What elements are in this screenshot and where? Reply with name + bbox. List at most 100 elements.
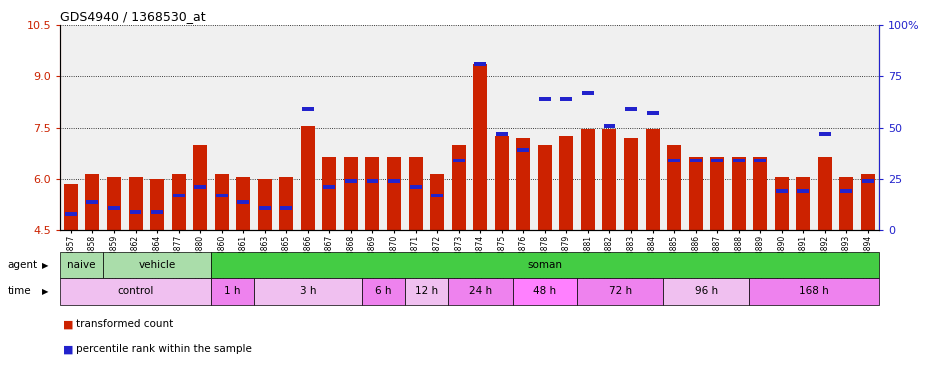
Bar bbox=[216, 194, 228, 197]
Bar bbox=[581, 129, 595, 230]
Text: soman: soman bbox=[527, 260, 562, 270]
Bar bbox=[388, 179, 400, 183]
Bar bbox=[818, 157, 832, 230]
Text: 48 h: 48 h bbox=[534, 286, 557, 296]
Bar bbox=[577, 278, 663, 305]
Bar bbox=[753, 157, 767, 230]
Bar bbox=[839, 177, 854, 230]
Bar bbox=[85, 174, 100, 230]
Bar bbox=[323, 157, 337, 230]
Bar bbox=[151, 210, 163, 214]
Bar bbox=[582, 91, 594, 94]
Bar bbox=[215, 174, 228, 230]
Bar bbox=[496, 132, 508, 136]
Bar bbox=[474, 65, 487, 230]
Bar bbox=[409, 157, 423, 230]
Bar bbox=[211, 278, 254, 305]
Bar bbox=[667, 145, 681, 230]
Bar bbox=[732, 157, 746, 230]
Bar bbox=[150, 179, 164, 230]
Bar bbox=[862, 179, 874, 183]
Bar bbox=[775, 177, 789, 230]
Bar bbox=[475, 62, 487, 66]
Bar bbox=[431, 194, 443, 197]
Bar bbox=[387, 157, 401, 230]
Bar bbox=[663, 278, 749, 305]
Bar bbox=[710, 157, 724, 230]
Bar bbox=[819, 132, 831, 136]
Text: ■: ■ bbox=[63, 319, 73, 329]
Text: vehicle: vehicle bbox=[139, 260, 176, 270]
Bar bbox=[362, 278, 405, 305]
Bar bbox=[130, 210, 142, 214]
Bar bbox=[495, 136, 509, 230]
Bar bbox=[87, 200, 98, 204]
Bar bbox=[366, 179, 378, 183]
Bar bbox=[646, 129, 660, 230]
Bar bbox=[624, 138, 638, 230]
Bar bbox=[841, 189, 852, 193]
Bar bbox=[254, 278, 362, 305]
Bar bbox=[301, 126, 314, 230]
Bar bbox=[129, 177, 142, 230]
Bar bbox=[754, 159, 766, 162]
Text: 1 h: 1 h bbox=[224, 286, 240, 296]
Bar bbox=[238, 200, 249, 204]
Bar bbox=[60, 252, 104, 278]
Text: GDS4940 / 1368530_at: GDS4940 / 1368530_at bbox=[60, 10, 205, 23]
Bar bbox=[602, 129, 616, 230]
Bar bbox=[430, 174, 444, 230]
Bar bbox=[861, 174, 875, 230]
Bar bbox=[236, 177, 251, 230]
Bar bbox=[539, 97, 550, 101]
Bar bbox=[259, 206, 271, 210]
Bar bbox=[173, 194, 185, 197]
Bar bbox=[625, 107, 637, 111]
Bar bbox=[560, 136, 574, 230]
Bar bbox=[797, 189, 809, 193]
Text: 3 h: 3 h bbox=[300, 286, 316, 296]
Bar bbox=[302, 107, 314, 111]
Text: 168 h: 168 h bbox=[799, 286, 829, 296]
Text: 12 h: 12 h bbox=[414, 286, 438, 296]
Bar bbox=[107, 177, 121, 230]
Bar bbox=[512, 278, 577, 305]
Bar bbox=[561, 97, 573, 101]
Bar bbox=[410, 185, 422, 189]
Bar bbox=[65, 212, 77, 216]
Bar bbox=[603, 124, 615, 127]
Text: 6 h: 6 h bbox=[375, 286, 391, 296]
Bar bbox=[64, 184, 78, 230]
Text: ■: ■ bbox=[63, 344, 73, 354]
Text: 24 h: 24 h bbox=[469, 286, 492, 296]
Text: ▶: ▶ bbox=[42, 261, 48, 270]
Text: 96 h: 96 h bbox=[695, 286, 718, 296]
Bar bbox=[60, 278, 211, 305]
Bar bbox=[796, 177, 810, 230]
Bar bbox=[452, 159, 464, 162]
Bar bbox=[324, 185, 336, 189]
Bar bbox=[365, 157, 379, 230]
Bar bbox=[537, 145, 552, 230]
Text: ▶: ▶ bbox=[42, 287, 48, 296]
Bar bbox=[516, 138, 530, 230]
Bar bbox=[733, 159, 745, 162]
Bar bbox=[776, 189, 788, 193]
Bar bbox=[448, 278, 512, 305]
Bar bbox=[279, 177, 293, 230]
Bar bbox=[344, 157, 358, 230]
Bar bbox=[405, 278, 448, 305]
Bar bbox=[668, 159, 680, 162]
Bar bbox=[647, 111, 659, 115]
Bar bbox=[690, 159, 701, 162]
Bar bbox=[749, 278, 879, 305]
Text: 72 h: 72 h bbox=[609, 286, 632, 296]
Bar bbox=[280, 206, 292, 210]
Text: control: control bbox=[117, 286, 154, 296]
Bar bbox=[451, 145, 465, 230]
Text: percentile rank within the sample: percentile rank within the sample bbox=[76, 344, 252, 354]
Bar bbox=[108, 206, 120, 210]
Bar bbox=[711, 159, 723, 162]
Bar bbox=[193, 145, 207, 230]
Bar bbox=[172, 174, 186, 230]
